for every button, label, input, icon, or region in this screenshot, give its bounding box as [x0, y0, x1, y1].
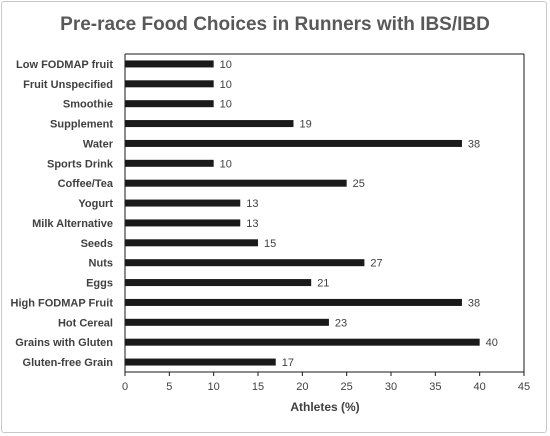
bar [125, 60, 214, 68]
bar [125, 179, 347, 187]
bar [125, 338, 480, 346]
x-tick-label: 30 [385, 381, 397, 393]
data-label: 27 [370, 258, 382, 270]
data-label: 13 [246, 198, 258, 210]
chart-title: Pre-race Food Choices in Runners with IB… [60, 14, 490, 35]
data-label: 38 [468, 138, 480, 150]
bar [125, 239, 258, 247]
category-label: Coffee/Tea [58, 178, 114, 190]
data-label: 38 [468, 297, 480, 309]
bar [125, 120, 294, 128]
category-label: Gluten-free Grain [23, 357, 114, 369]
bar [125, 358, 276, 366]
x-tick-label: 35 [429, 381, 441, 393]
x-axis-ticks: 0 5 10 15 20 25 30 35 40 45 [122, 372, 530, 393]
data-label: 13 [246, 218, 258, 230]
category-label: Milk Alternative [32, 218, 113, 230]
x-tick-label: 10 [208, 381, 220, 393]
data-label: 23 [335, 317, 347, 329]
category-label: Smoothie [63, 99, 113, 111]
category-label: Nuts [89, 258, 113, 270]
category-label: Grains with Gluten [15, 337, 113, 349]
x-tick-label: 5 [166, 381, 172, 393]
category-label: Low FODMAP fruit [16, 59, 113, 71]
x-tick-label: 15 [252, 381, 264, 393]
bars [125, 60, 480, 366]
bar [125, 298, 462, 306]
category-label: Yogurt [78, 198, 113, 210]
bar [125, 318, 329, 326]
x-tick-label: 0 [122, 381, 128, 393]
x-tick-label: 20 [296, 381, 308, 393]
x-axis-label: Athletes (%) [290, 400, 359, 414]
data-label: 15 [264, 238, 276, 250]
category-label: Seeds [81, 238, 113, 250]
category-labels: Low FODMAP fruit Fruit Unspecified Smoothi… [11, 59, 114, 369]
x-tick-label: 40 [474, 381, 486, 393]
category-label: Supplement [50, 119, 113, 131]
category-label: Eggs [86, 278, 113, 290]
data-label: 40 [486, 337, 498, 349]
bar [125, 80, 214, 88]
data-label: 25 [353, 178, 365, 190]
x-tick-label: 25 [341, 381, 353, 393]
bar [125, 159, 214, 167]
bar [125, 139, 462, 147]
data-label: 19 [299, 119, 311, 131]
x-tick-label: 45 [518, 381, 530, 393]
bar [125, 219, 241, 227]
data-label: 10 [220, 99, 232, 111]
data-label: 10 [220, 79, 232, 91]
bar [125, 259, 365, 267]
category-label: High FODMAP Fruit [11, 297, 114, 309]
category-label: Water [83, 138, 114, 150]
data-label: 10 [220, 59, 232, 71]
category-label: Hot Cereal [58, 317, 113, 329]
bar [125, 199, 241, 207]
data-labels: 10 10 10 19 38 10 25 13 13 15 27 21 38 23 40 17 [220, 59, 498, 369]
bar [125, 100, 214, 108]
data-label: 21 [317, 278, 329, 290]
data-label: 10 [220, 158, 232, 170]
category-label: Fruit Unspecified [23, 79, 113, 91]
data-label: 17 [282, 357, 294, 369]
bar [125, 279, 312, 287]
category-label: Sports Drink [47, 158, 114, 170]
